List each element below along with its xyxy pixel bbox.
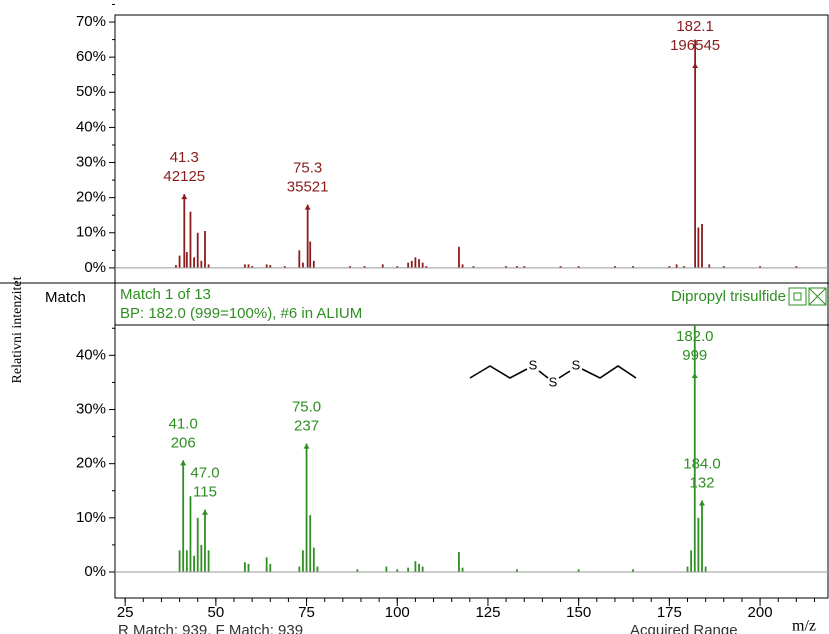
close-button[interactable]: [808, 287, 827, 306]
molecule: [469, 365, 637, 379]
annotation-mz: 75.0: [292, 399, 321, 416]
y-tick-label: 50%: [76, 83, 106, 100]
annotation-abundance: 196545: [670, 37, 720, 54]
match-label: Match: [45, 289, 86, 306]
close-icon: [808, 287, 827, 306]
peak-arrow: [691, 373, 698, 378]
annotation-mz: 182.0: [676, 328, 714, 345]
annotation-abundance: 115: [193, 484, 217, 501]
peak-arrow: [201, 509, 208, 515]
y-tick-label: 10%: [76, 509, 106, 526]
annotation-abundance: 999: [682, 347, 707, 364]
panel: [175, 39, 798, 268]
x-tick-label: 150: [566, 604, 591, 621]
panel: [178, 325, 707, 572]
annotation-mz: 41.3: [170, 149, 199, 166]
bp-line: BP: 182.0 (999=100%), #6 in ALIUM: [120, 305, 362, 322]
x-axis-label: m/z: [792, 618, 816, 634]
y-tick-label: 20%: [76, 189, 106, 206]
annotation-mz: 184.0: [683, 455, 721, 472]
plot-frame: [114, 14, 829, 599]
y-tick-label: 20%: [76, 455, 106, 472]
bond: [581, 365, 637, 379]
y-axis-label: Relativni intenzitet: [10, 276, 25, 383]
y-tick-label: 40%: [76, 346, 106, 363]
x-tick-label: 75: [298, 604, 315, 621]
compound-name: Dipropyl trisulfide: [671, 288, 786, 305]
annotation-mz: 75.3: [293, 160, 322, 177]
annotation-abundance: 35521: [287, 179, 329, 196]
bond: [538, 370, 549, 379]
atom-label: S: [572, 357, 581, 372]
y-tick-label: 0%: [84, 259, 106, 276]
x-tick-label: 50: [208, 604, 225, 621]
y-tick-label: 40%: [76, 118, 106, 135]
annotation-mz: 41.0: [169, 415, 198, 432]
x-tick-label: 175: [657, 604, 682, 621]
bond: [469, 365, 528, 379]
annotation-abundance: 237: [294, 418, 319, 435]
y-tick-label: 0%: [84, 563, 106, 580]
bond: [558, 370, 571, 379]
x-tick-label: 100: [385, 604, 410, 621]
range-label: Acquired Range: [630, 622, 738, 634]
x-tick-label: 25: [117, 604, 134, 621]
peak-arrow: [180, 460, 187, 466]
atom-label: S: [529, 357, 538, 372]
annotation-abundance: 42125: [163, 168, 205, 185]
peak-arrow: [699, 500, 706, 506]
y-tick-label: 70%: [76, 13, 106, 30]
annotation-abundance: 206: [171, 434, 196, 451]
peak-arrow: [692, 63, 699, 68]
y-tick-label: 30%: [76, 153, 106, 170]
x-tick-label: 125: [475, 604, 500, 621]
annotation-mz: 47.0: [190, 465, 219, 482]
y-tick-label: 30%: [76, 400, 106, 417]
y-tick-label: 10%: [76, 224, 106, 241]
atom-label: S: [549, 374, 558, 389]
annotation-abundance: 132: [690, 474, 715, 491]
peak-arrow: [303, 443, 310, 449]
annotation-mz: 182.1: [676, 18, 714, 35]
match-line: Match 1 of 13: [120, 286, 211, 303]
x-tick-label: 200: [748, 604, 773, 621]
match-scores: R Match: 939, F Match: 939: [118, 622, 303, 634]
restore-icon: [793, 292, 802, 301]
peak-arrow: [304, 204, 311, 210]
y-tick-label: 60%: [76, 48, 106, 65]
restore-button[interactable]: [788, 287, 807, 306]
peak-arrow: [181, 194, 188, 200]
